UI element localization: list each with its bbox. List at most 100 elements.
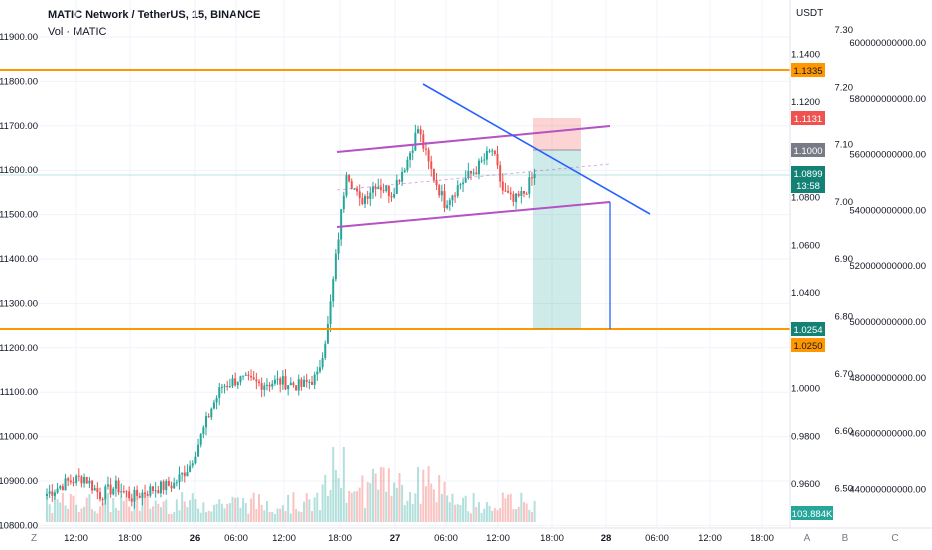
time-axis: 12:00 18:00 26 06:00 12:00 18:00 27 06:00 12:00 1…: [64, 533, 774, 544]
candle-body: [88, 480, 91, 484]
chart-title: MATIC Network / TetherUS, 15, BINANCE: [48, 9, 261, 21]
candle-body: [202, 427, 205, 435]
volume-bar: [414, 493, 417, 522]
volume-bar: [504, 498, 507, 522]
volume-bar: [326, 496, 329, 522]
candle-body: [533, 174, 536, 179]
volume-bar: [374, 473, 377, 522]
candle-body: [483, 159, 486, 161]
axis-letter-z[interactable]: Z: [31, 533, 37, 544]
volume-bar: [175, 499, 178, 522]
price-axis: 1.1400 1.1200 1.0800 1.0600 1.0400 1.0000 0.98…: [791, 49, 820, 490]
candle-body: [509, 192, 512, 195]
volume-bar: [167, 513, 170, 522]
candle-body: [128, 491, 131, 499]
candle-body: [85, 477, 88, 484]
candle-body: [276, 378, 279, 380]
volume-bar: [101, 503, 104, 522]
left-axis: 11900.00 11800.00 11700.00 11600.00 11500.00…: [0, 32, 38, 531]
volume-bar: [443, 481, 446, 522]
volume-bar: [308, 499, 311, 522]
volume-bar: [130, 511, 133, 522]
volume-bar: [93, 511, 96, 522]
axis-letter-c[interactable]: C: [891, 533, 898, 544]
volume-bar: [220, 503, 223, 522]
candle-body: [371, 186, 374, 193]
candle-body: [69, 480, 72, 483]
volume-bar: [215, 503, 218, 522]
volume-bar: [395, 487, 398, 522]
price-tick-label: 0.9600: [791, 479, 820, 490]
candle-body: [183, 472, 186, 477]
candle-body: [67, 478, 70, 481]
candle-body: [83, 477, 86, 484]
axis-letter-a[interactable]: A: [804, 533, 811, 544]
candle-body: [250, 375, 253, 378]
candle-body: [61, 486, 64, 491]
volume-bar: [340, 488, 343, 522]
volume-bar: [199, 512, 202, 522]
volume-bar: [448, 502, 451, 522]
time-tick-label: 18:00: [118, 533, 142, 544]
candle-body: [223, 385, 226, 387]
volume-bar: [350, 492, 353, 522]
volume-bar: [318, 510, 321, 522]
axis-letter-b[interactable]: B: [842, 533, 849, 544]
candle-body: [234, 378, 237, 386]
candle-body: [459, 184, 462, 186]
volume-bar: [289, 513, 292, 522]
volume-bar: [112, 498, 115, 522]
candle-body: [220, 386, 223, 388]
volume-bar: [356, 491, 359, 522]
volume-bar: [316, 492, 319, 522]
volume-bar: [300, 511, 303, 522]
volume-bar: [488, 505, 491, 522]
volume-bar: [128, 506, 131, 522]
volume-bar: [348, 490, 351, 522]
volume-bar: [485, 502, 488, 522]
volume-bar: [398, 472, 401, 522]
candle-body: [326, 323, 329, 344]
volume-bar: [292, 492, 295, 522]
candle-body: [316, 371, 319, 375]
volume-bar: [464, 495, 467, 522]
candle-body: [284, 376, 287, 390]
volume-bar: [210, 511, 213, 522]
volume-bar: [364, 508, 366, 522]
volume-bar: [507, 494, 510, 522]
volume-bar: [260, 504, 263, 522]
candle-body: [401, 171, 404, 182]
time-tick-label: 18:00: [750, 533, 774, 544]
volume-bar: [430, 483, 433, 522]
candle-body: [448, 200, 451, 205]
volume-bar: [440, 494, 443, 522]
volume-bar: [117, 510, 120, 522]
candle-body: [334, 253, 337, 280]
volume-bar: [451, 493, 454, 522]
volume-bars: [46, 447, 536, 522]
volume-bar: [279, 508, 282, 522]
volume-bar: [390, 495, 393, 522]
volume-bar: [109, 512, 112, 522]
volume-bar: [189, 500, 192, 522]
volume-bar: [379, 467, 382, 522]
candle-body: [64, 478, 67, 491]
axis-b: 7.30 7.20 7.10 7.00 6.90 6.80 6.70 6.60 6.50: [835, 25, 854, 494]
price-tick-label: 1.0800: [791, 193, 820, 204]
candle-body: [93, 488, 96, 491]
volume-bar: [334, 469, 337, 522]
volume-bar: [239, 507, 242, 522]
candle-body: [379, 186, 382, 191]
candle-body: [512, 194, 515, 202]
tag-target: 1.0254: [791, 322, 825, 336]
time-tick-label: 12:00: [486, 533, 510, 544]
candle-body: [273, 379, 276, 384]
tag-stop: 1.1131: [791, 111, 825, 125]
candle-body: [318, 367, 321, 372]
volume-bar: [183, 501, 186, 522]
axis-c-tick-label: 440000000000.00: [849, 484, 926, 495]
volume-bar: [136, 500, 139, 522]
tag-support: 1.0250: [791, 338, 825, 352]
tag-current: 1.0899 13:58: [791, 166, 825, 193]
